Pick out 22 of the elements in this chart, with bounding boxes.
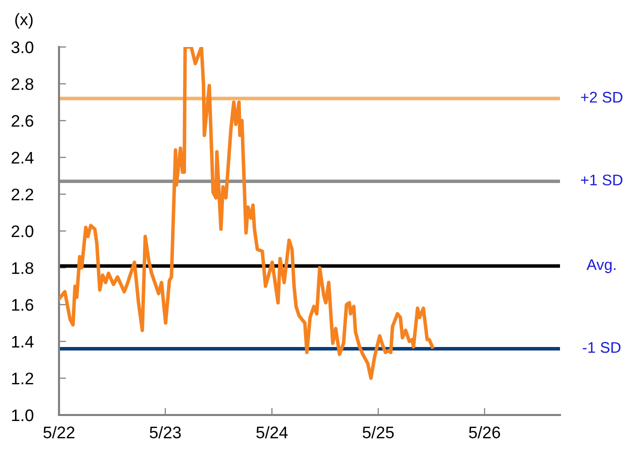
y-tick-label: 2.8: [12, 78, 34, 90]
line-series: [59, 47, 434, 380]
ref-line-label: +1 SD: [580, 174, 622, 186]
y-tick-label: 3.0: [11, 41, 34, 54]
y-tick-label: 2.6: [12, 115, 34, 127]
x-tick-label: 5/22: [43, 426, 74, 438]
y-tick-label: 1.8: [12, 262, 34, 274]
y-tick-label: 2.4: [12, 152, 34, 164]
ref-line-label: +2 SD: [580, 92, 622, 103]
y-tick-label: 1.4: [12, 336, 34, 348]
y-tick-label: 1.2: [12, 372, 34, 384]
y-tick-label: 1.0: [12, 409, 34, 422]
x-tick-label: 5/23: [150, 426, 181, 438]
x-tick-label: 5/26: [469, 426, 500, 438]
ref-line-label: Avg.: [586, 259, 616, 274]
x-tick-label: 5/24: [256, 426, 288, 438]
y-tick-label: 2.0: [12, 225, 34, 238]
ref-line-label: -1 SD: [582, 342, 620, 353]
y-axis-title: (x): [15, 13, 33, 29]
y-tick-label: 2.2: [12, 188, 34, 200]
y-tick-label: 1.6: [12, 299, 34, 311]
x-tick-label: 5/25: [362, 426, 394, 438]
